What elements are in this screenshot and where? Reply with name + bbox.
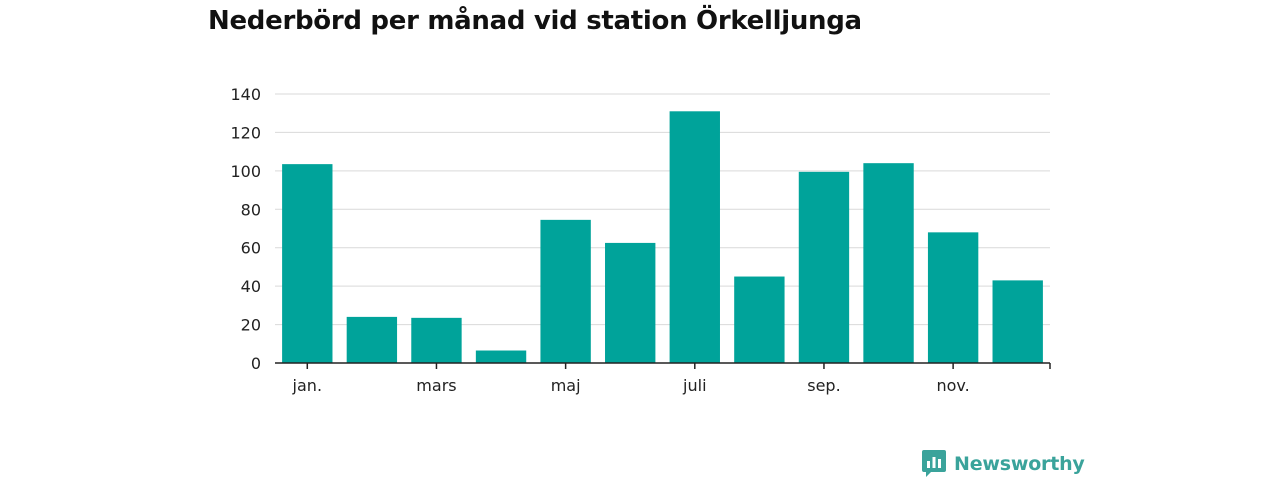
bar-sep. xyxy=(798,171,850,363)
bar-juli xyxy=(669,111,720,364)
y-tick-label: 0 xyxy=(251,354,261,373)
tick-labels: 0 20 40 60 80 100 120 140 jan. mars maj juli sep. nov… xyxy=(230,85,969,395)
y-tick-label: 20 xyxy=(241,316,261,335)
x-tick-label: maj xyxy=(551,376,581,395)
y-tick-label: 120 xyxy=(230,123,261,142)
bar-feb. xyxy=(346,316,398,363)
axes xyxy=(275,362,1051,369)
newsworthy-logo: Newsworthy xyxy=(922,450,1085,477)
bar-dec. xyxy=(992,280,1043,363)
brand-name: Newsworthy xyxy=(954,452,1085,475)
x-tick-label: juli xyxy=(682,376,706,395)
x-tick-label: jan. xyxy=(292,376,322,395)
x-tick-label: sep. xyxy=(807,376,840,395)
bar-chart-badge-icon xyxy=(922,450,946,477)
x-tick-label: mars xyxy=(416,376,456,395)
bar-aug. xyxy=(734,276,785,363)
gridlines xyxy=(275,93,1050,326)
y-tick-label: 100 xyxy=(230,162,261,181)
bar-nov. xyxy=(927,232,979,363)
y-tick-label: 140 xyxy=(230,85,261,104)
y-tick-label: 60 xyxy=(241,239,261,258)
bar-mars xyxy=(411,317,462,363)
bar-maj xyxy=(540,219,591,363)
bar-apr. xyxy=(475,350,527,363)
y-tick-label: 40 xyxy=(241,277,261,296)
bar-juni xyxy=(605,242,656,363)
chart-title: Nederbörd per månad vid station Örkellju… xyxy=(208,6,862,36)
x-tick-label: nov. xyxy=(937,376,970,395)
bar-okt. xyxy=(863,163,914,363)
bar-jan. xyxy=(282,164,333,363)
bars xyxy=(282,111,1043,364)
y-tick-label: 80 xyxy=(241,200,261,219)
